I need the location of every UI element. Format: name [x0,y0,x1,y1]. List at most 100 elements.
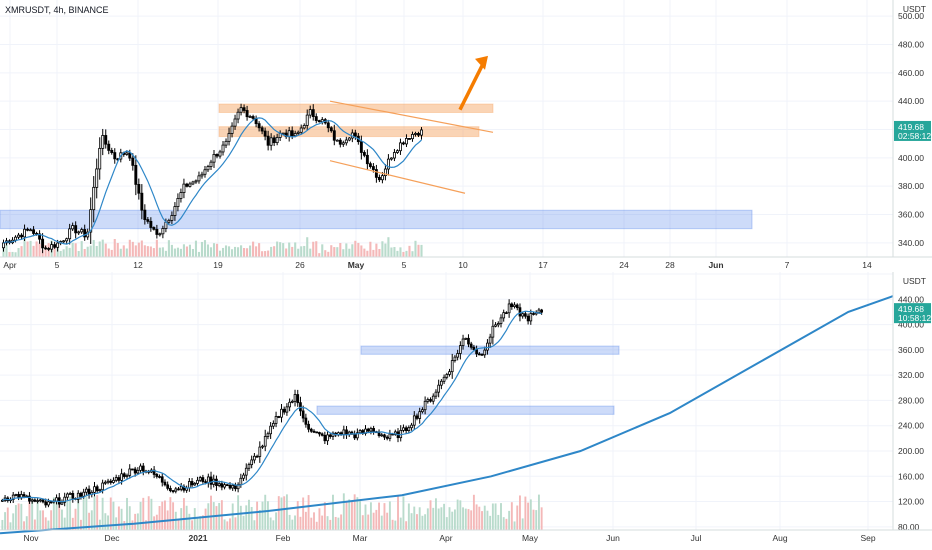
candle-body[interactable] [513,304,516,308]
candle-body[interactable] [505,312,508,315]
candle-body[interactable] [260,127,264,132]
candle-body[interactable] [125,474,129,477]
candle-body[interactable] [341,142,345,145]
candle-body[interactable] [290,130,294,137]
candle-body[interactable] [272,137,276,144]
moving-average-line[interactable] [3,117,422,245]
candle-body[interactable] [383,168,387,177]
candle-body[interactable] [201,477,205,483]
candle-body[interactable] [26,228,30,231]
candle-body[interactable] [362,152,366,156]
candle-body[interactable] [526,315,530,322]
candle-body[interactable] [467,337,470,345]
candle-body[interactable] [510,303,514,308]
candle-body[interactable] [395,150,399,153]
candle-body[interactable] [305,114,309,126]
candle-body[interactable] [185,183,189,187]
candle-body[interactable] [89,209,93,233]
candle-body[interactable] [405,138,408,145]
candle-body[interactable] [106,480,110,483]
candle-body[interactable] [371,166,375,170]
candle-body[interactable] [408,138,411,140]
candle-body[interactable] [209,476,213,485]
candle-body[interactable] [315,431,319,434]
candle-body[interactable] [225,484,229,487]
candle-body[interactable] [299,127,303,133]
candle-body[interactable] [477,353,481,356]
candle-body[interactable] [47,247,51,250]
candle-body[interactable] [217,483,221,486]
candle-body[interactable] [488,336,492,344]
candle-body[interactable] [518,307,522,317]
candle-body[interactable] [277,416,281,418]
candle-body[interactable] [402,142,405,145]
candle-body[interactable] [285,406,289,413]
candle-body[interactable] [332,130,336,141]
candle-body[interactable] [437,384,441,393]
candle-body[interactable] [293,394,297,402]
candle-body[interactable] [177,488,180,491]
candle-body[interactable] [317,120,321,123]
candle-body[interactable] [55,497,58,502]
candle-body[interactable] [380,434,384,437]
candle-body[interactable] [14,494,18,496]
candle-body[interactable] [248,116,252,118]
candle-body[interactable] [146,219,150,222]
candle-body[interactable] [223,484,226,488]
candle-body[interactable] [227,133,231,142]
candle-body[interactable] [74,225,78,234]
price-zone[interactable] [218,126,480,138]
candle-body[interactable] [269,425,272,435]
candle-body[interactable] [464,337,468,340]
candle-body[interactable] [372,428,375,433]
candle-body[interactable] [224,140,228,146]
candle-body[interactable] [155,228,159,235]
candle-body[interactable] [122,473,126,477]
candle-body[interactable] [139,465,142,471]
candle-body[interactable] [410,424,413,429]
candle-body[interactable] [101,135,105,149]
candle-body[interactable] [507,303,511,314]
candle-body[interactable] [388,433,392,439]
candle-body[interactable] [196,479,199,484]
candle-body[interactable] [302,125,306,129]
candle-body[interactable] [141,465,145,472]
candle-body[interactable] [411,134,414,140]
candle-body[interactable] [386,158,390,170]
candle-body[interactable] [263,436,267,447]
candle-body[interactable] [204,481,207,484]
candle-body[interactable] [365,154,369,165]
candle-body[interactable] [103,481,107,484]
candle-body[interactable] [383,434,386,438]
candle-body[interactable] [140,192,144,211]
candle-body[interactable] [104,135,108,145]
candle-body[interactable] [377,176,381,181]
candle-body[interactable] [309,428,313,432]
candle-body[interactable] [32,229,36,234]
candle-body[interactable] [272,423,275,427]
candle-body[interactable] [502,312,506,319]
candle-body[interactable] [239,477,243,486]
candle-body[interactable] [174,488,178,492]
candle-body[interactable] [450,360,454,373]
candle-body[interactable] [472,346,476,351]
candle-body[interactable] [328,434,332,437]
candle-body[interactable] [17,234,20,238]
candle-body[interactable] [188,183,192,187]
candle-body[interactable] [107,143,111,151]
candle-body[interactable] [110,150,114,153]
candle-body[interactable] [220,483,224,488]
candle-body[interactable] [158,233,162,236]
candle-body[interactable] [53,244,57,248]
candle-body[interactable] [38,499,42,502]
candle-body[interactable] [275,137,279,144]
candle-body[interactable] [242,474,245,479]
candle-body[interactable] [20,234,23,238]
candle-body[interactable] [308,109,312,116]
moving-average-line[interactable] [2,310,542,503]
candle-body[interactable] [209,161,213,167]
candle-body[interactable] [331,432,335,437]
candle-body[interactable] [47,501,50,506]
candle-body[interactable] [469,343,473,348]
candle-body[interactable] [304,417,308,425]
